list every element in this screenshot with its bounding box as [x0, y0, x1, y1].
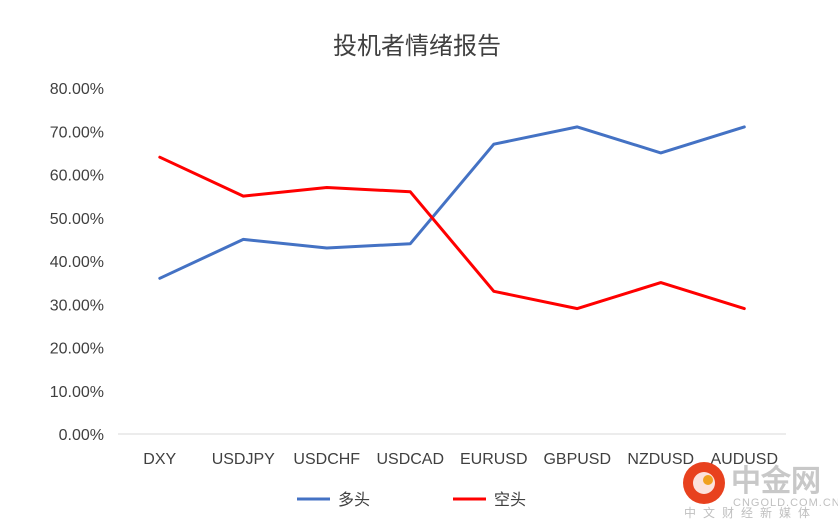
x-tick-label: USDJPY [212, 451, 275, 468]
y-tick-label: 80.00% [50, 81, 104, 98]
x-tick-label: DXY [143, 451, 176, 468]
y-tick-label: 20.00% [50, 341, 104, 358]
y-tick-label: 60.00% [50, 168, 104, 185]
series-line-long [158, 125, 746, 280]
watermark-logo: 中金网 CNGOLD.COM.CN 中文财经新媒体 [683, 462, 838, 520]
x-tick-label: GBPUSD [543, 451, 611, 468]
y-tick-label: 30.00% [50, 297, 104, 314]
x-tick-label: USDCAD [376, 451, 444, 468]
y-tick-label: 70.00% [50, 124, 104, 141]
x-tick-label: AUDUSD [710, 451, 778, 468]
y-tick-label: 10.00% [50, 384, 104, 401]
series-layer [158, 125, 746, 311]
legend: 多头 空头 [297, 491, 526, 509]
logo-dot-icon [703, 475, 713, 485]
x-tick-label: USDCHF [293, 451, 360, 468]
y-axis-ticks: 0.00% 10.00% 20.00% 30.00% 40.00% 50.00% 60.00… [50, 81, 104, 444]
legend-item-short: 空头 [453, 491, 526, 509]
legend-item-long: 多头 [297, 491, 370, 509]
watermark-logo-text: 中金网 [731, 464, 821, 498]
chart-title: 投机者情绪报告 [333, 33, 501, 60]
legend-label-long: 多头 [338, 491, 370, 509]
watermark-tagline: 中文财经新媒体 [684, 505, 817, 520]
x-tick-label: EURUSD [460, 451, 528, 468]
x-tick-label: NZDUSD [627, 451, 694, 468]
y-tick-label: 40.00% [50, 254, 104, 271]
y-tick-label: 0.00% [59, 427, 104, 444]
series-line-short [158, 155, 746, 311]
legend-label-short: 空头 [494, 491, 526, 509]
y-tick-label: 50.00% [50, 211, 104, 228]
x-axis-ticks: DXY USDJPY USDCHF USDCAD EURUSD GBPUSD NZDUSD A… [143, 451, 778, 468]
watermark-site: CNGOLD.COM.CN [733, 497, 838, 509]
